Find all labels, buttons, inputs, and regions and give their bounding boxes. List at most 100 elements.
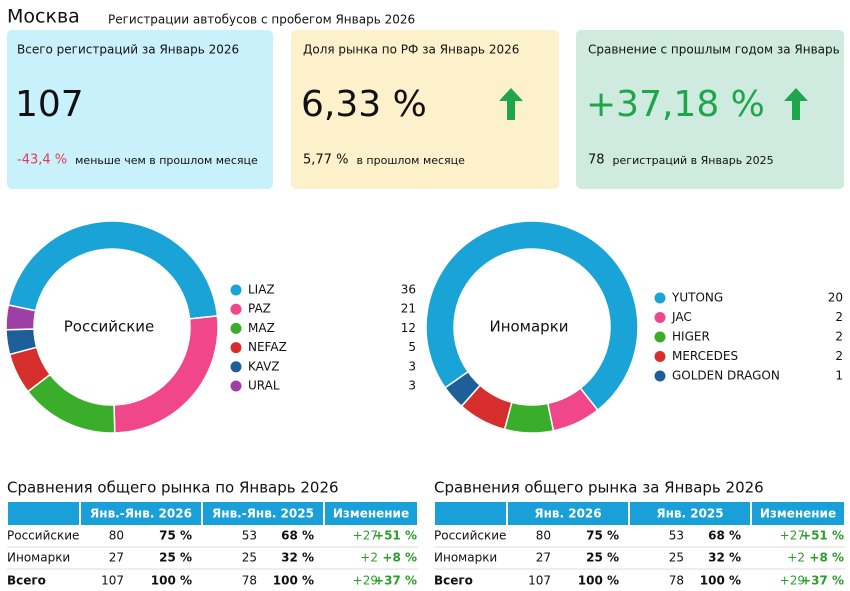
legend-value: 12	[401, 321, 416, 335]
card	[291, 30, 559, 189]
table-header-cell	[325, 502, 417, 525]
card-note: регистраций в Январь 2025	[613, 154, 774, 167]
legend-marker	[230, 284, 242, 296]
card-value: +37,18 %	[586, 84, 765, 125]
table-cell: 68 %	[281, 529, 314, 543]
table-cell: +51 %	[801, 529, 844, 543]
table-cell: 25 %	[586, 551, 619, 565]
legend-value: 3	[408, 379, 416, 393]
legend-marker	[654, 312, 666, 323]
table-cell: 25 %	[159, 551, 192, 565]
legend-label: URAL	[248, 379, 280, 393]
card-title: Всего регистраций за Январь 2026	[17, 43, 239, 57]
table-cell: 53	[242, 529, 257, 543]
table-cell: 100 %	[151, 574, 192, 588]
legend-value: 5	[408, 340, 416, 354]
legend-marker	[654, 292, 666, 304]
legend-marker	[230, 303, 242, 315]
table-header-cell	[508, 502, 628, 525]
legend-marker	[654, 370, 666, 382]
legend-label: MERCEDES	[672, 349, 738, 363]
row-label: Всего	[7, 574, 46, 588]
table-cell: 107	[528, 574, 551, 588]
legend-label: MAZ	[248, 321, 275, 335]
card-note: в прошлом месяце	[356, 154, 465, 167]
legend-label: JAC	[671, 310, 692, 324]
table-cell: 100 %	[273, 574, 314, 588]
table-header-cell	[435, 502, 506, 525]
legend-marker	[654, 351, 666, 362]
page-subtitle: Регистрации автобусов с пробегом Январь …	[108, 13, 415, 27]
card-title: Сравнение с прошлым годом за Январь	[588, 43, 840, 57]
table-cell: +29	[353, 574, 378, 588]
donut-segment	[503, 401, 555, 434]
page-title: Москва	[7, 6, 80, 28]
legend-value: 36	[401, 283, 416, 297]
table-cell: 68 %	[708, 529, 741, 543]
card	[7, 30, 273, 189]
donut-segment	[5, 304, 37, 331]
table-cell: +29	[780, 574, 805, 588]
donut-segment	[26, 373, 116, 434]
card-change: -43,4 %	[17, 153, 67, 168]
table-header: Янв.-Янв. 2025	[212, 507, 314, 521]
donut-segment	[425, 220, 639, 412]
legend-marker	[654, 331, 666, 343]
table-cell: 53	[669, 529, 684, 543]
table-header: Изменение	[760, 507, 836, 521]
legend-label: PAZ	[248, 302, 271, 316]
card-value: 6,33 %	[301, 84, 427, 125]
table-header-cell	[630, 502, 750, 525]
table-cell: +2	[787, 551, 805, 565]
table-cell: 78	[242, 574, 257, 588]
card-note: меньше чем в прошлом месяце	[75, 154, 258, 167]
table-cell: 107	[101, 574, 124, 588]
up-arrow	[784, 88, 808, 120]
row-label: Иномарки	[7, 551, 70, 565]
legend-label: NEFAZ	[248, 340, 287, 354]
legend-label: KAVZ	[248, 359, 280, 373]
donut-segment	[444, 370, 482, 408]
legend-value: 2	[835, 310, 843, 324]
donut-center-label: Иномарки	[489, 318, 568, 336]
table-header-cell	[752, 502, 844, 525]
table-cell: 100 %	[578, 574, 619, 588]
legend-value: 20	[828, 291, 843, 305]
table-header: Янв.-Янв. 2026	[90, 507, 192, 521]
donut-center-label: Российские	[64, 318, 155, 336]
card-value: 107	[15, 84, 84, 125]
row-label: Иномарки	[434, 551, 497, 565]
table-cell: +2	[360, 551, 378, 565]
donut-segment	[7, 220, 219, 320]
card-change: 5,77 %	[303, 153, 348, 168]
table-cell: 32 %	[708, 551, 741, 565]
row-label: Всего	[434, 574, 473, 588]
legend-label: YUTONG	[671, 291, 723, 305]
legend-marker	[230, 361, 242, 373]
legend-value: 3	[408, 359, 416, 373]
legend-value: 2	[835, 330, 843, 344]
table-cell: +8 %	[382, 551, 417, 565]
legend-marker	[230, 322, 242, 334]
card-change: 78	[588, 153, 605, 168]
table-header: Янв. 2026	[534, 507, 601, 521]
table-cell: +37 %	[801, 574, 844, 588]
legend-label: GOLDEN DRAGON	[672, 369, 780, 383]
table-cell: +37 %	[374, 574, 417, 588]
legend-marker	[230, 380, 242, 392]
table-cell: 78	[669, 574, 684, 588]
table-cell: 75 %	[586, 529, 619, 543]
legend-value: 1	[835, 369, 843, 383]
table-cell: 25	[669, 551, 684, 565]
legend-value: 2	[835, 349, 843, 363]
table-cell: 75 %	[159, 529, 192, 543]
up-arrow	[499, 88, 523, 120]
legend-label: HIGER	[672, 330, 710, 344]
table-cell: 80	[536, 529, 551, 543]
table-header-cell	[81, 502, 201, 525]
card	[576, 30, 844, 189]
table-cell: +27	[353, 529, 378, 543]
table-cell: 32 %	[281, 551, 314, 565]
table-cell: 27	[109, 551, 124, 565]
